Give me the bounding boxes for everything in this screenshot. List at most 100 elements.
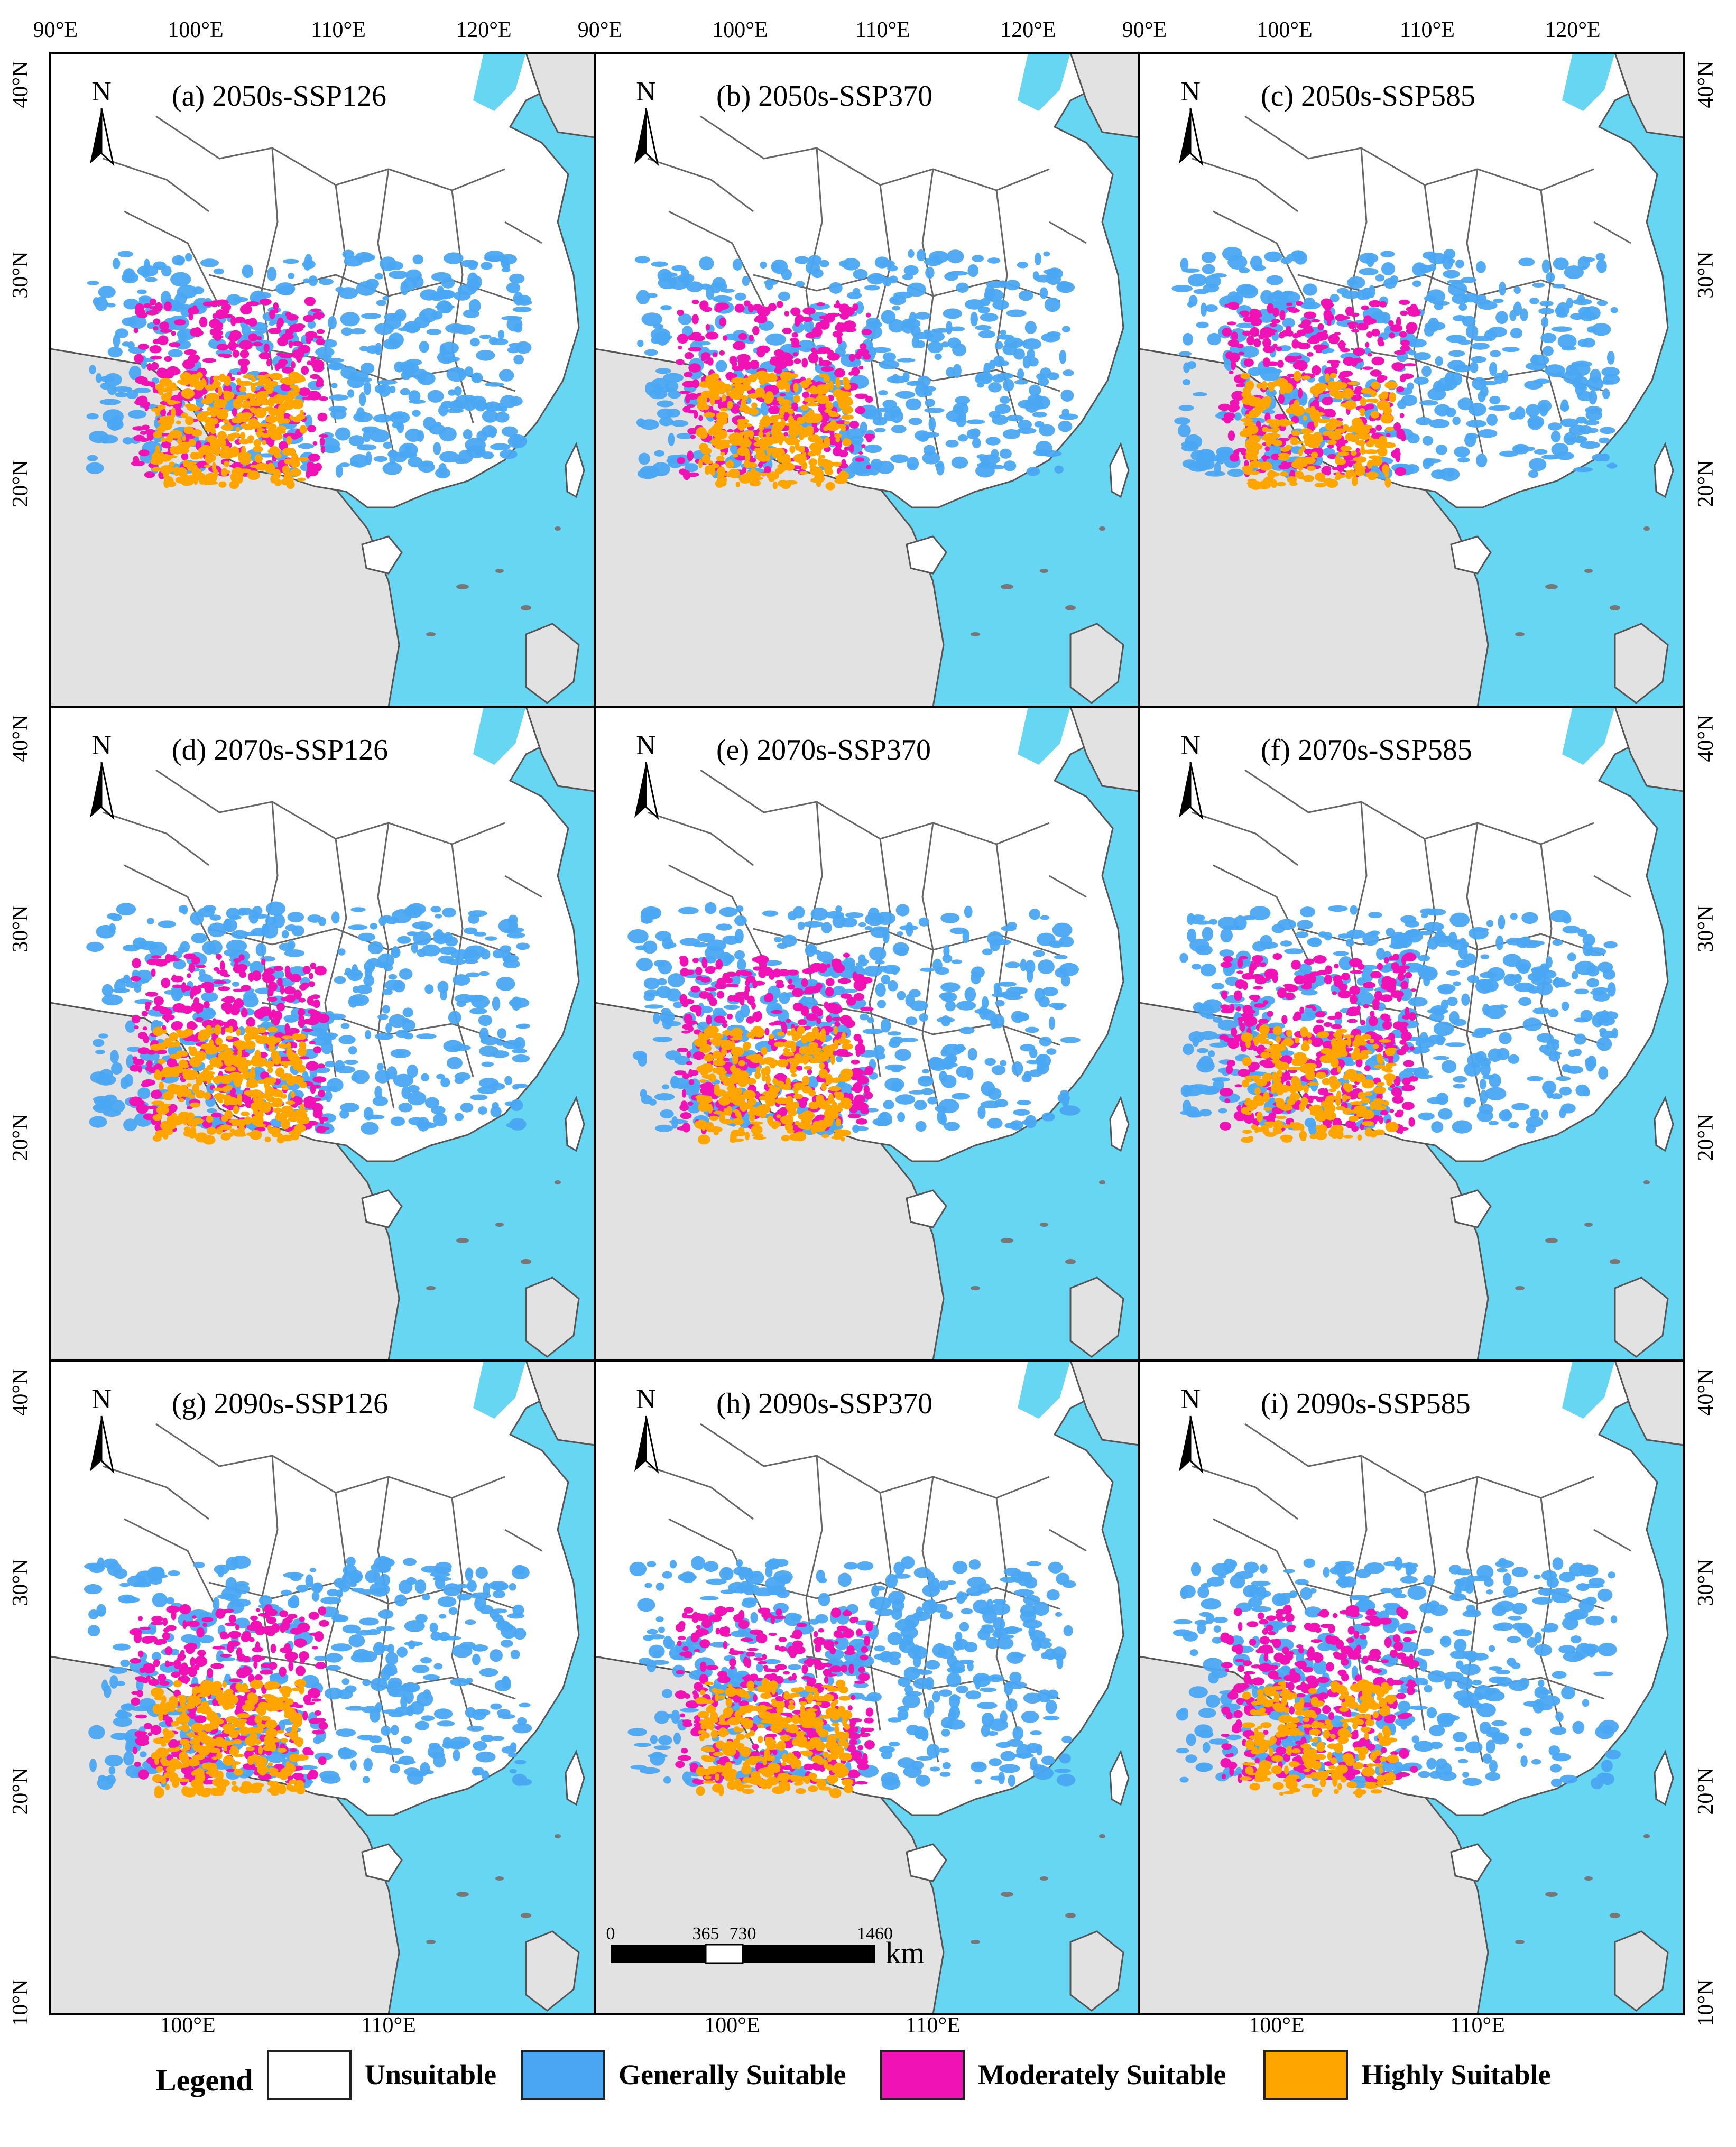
panel-label: (h) 2090s-SSP370 — [716, 1387, 932, 1420]
longitude-label-top: 110°E — [311, 18, 366, 42]
latitude-label-left: 40°N — [8, 61, 33, 108]
north-arrow-icon: N — [634, 730, 659, 820]
north-arrow-label: N — [636, 77, 656, 107]
suitability-raster — [86, 901, 531, 1145]
suitability-raster — [1171, 246, 1620, 490]
north-arrow-label: N — [636, 730, 656, 761]
legend-swatch-generally-suitable — [521, 2050, 605, 2100]
north-arrow-icon: N — [1179, 730, 1204, 820]
legend-title: Legend — [156, 2063, 253, 2097]
latitude-label-right: 20°N — [1694, 460, 1718, 507]
suitability-raster — [1172, 1556, 1621, 1798]
north-arrow-label: N — [1180, 730, 1201, 761]
latitude-label-right: 30°N — [1694, 251, 1718, 298]
map-panel: N (d) 2070s-SSP126 — [49, 706, 596, 1362]
legend-swatch-unsuitable — [267, 2050, 352, 2100]
longitude-label-top: 110°E — [1400, 18, 1455, 42]
longitude-label-bottom: 100°E — [160, 2013, 215, 2038]
longitude-label-top: 120°E — [456, 18, 511, 42]
north-arrow-icon: N — [634, 77, 659, 166]
latitude-label-right: 40°N — [1694, 61, 1718, 108]
north-arrow-icon: N — [1179, 77, 1204, 166]
suitability-raster — [627, 1556, 1076, 1799]
longitude-label-bottom: 100°E — [1249, 2013, 1304, 2038]
scale-bar-tick: 1460 — [857, 1924, 893, 1944]
longitude-label-top: 90°E — [578, 18, 622, 42]
north-arrow-label: N — [91, 730, 112, 761]
latitude-label-left: 30°N — [8, 251, 33, 298]
map-panel: N (e) 2070s-SSP370 — [594, 706, 1140, 1362]
north-arrow-icon: N — [90, 1384, 115, 1474]
north-arrow-icon: N — [634, 1384, 659, 1474]
north-arrow-label: N — [1180, 1384, 1201, 1414]
suitability-raster — [627, 902, 1081, 1145]
north-arrow-label: N — [91, 77, 112, 107]
map-panel: N (c) 2050s-SSP585 — [1138, 52, 1685, 708]
panel-label: (a) 2050s-SSP126 — [172, 80, 386, 113]
panel-label: (f) 2070s-SSP585 — [1261, 734, 1472, 766]
scale-bar-tick: 730 — [730, 1924, 756, 1944]
suitability-raster — [634, 249, 1078, 491]
legend: Legend Unsuitable Generally Suitable Mod… — [0, 2046, 1736, 2125]
latitude-label-right: 10°N — [1694, 1979, 1718, 2026]
longitude-label-top: 100°E — [168, 18, 223, 42]
latitude-label-right: 20°N — [1694, 1114, 1718, 1161]
map-panel: N (i) 2090s-SSP585 — [1138, 1359, 1685, 2015]
legend-swatch-highly-suitable — [1263, 2050, 1348, 2100]
panel-label: (d) 2070s-SSP126 — [172, 734, 388, 766]
latitude-label-right: 40°N — [1694, 715, 1718, 762]
north-arrow-icon: N — [90, 730, 115, 820]
legend-label-moderately-suitable: Moderately Suitable — [978, 2059, 1226, 2090]
suitability-raster — [84, 1555, 532, 1799]
longitude-label-top: 110°E — [855, 18, 910, 42]
suitability-raster — [1179, 905, 1619, 1143]
panel-label: (e) 2070s-SSP370 — [716, 734, 931, 766]
longitude-label-bottom: 110°E — [361, 2013, 416, 2038]
panel-label: (g) 2090s-SSP126 — [172, 1387, 388, 1420]
panel-label: (i) 2090s-SSP585 — [1261, 1387, 1471, 1420]
latitude-label-left: 30°N — [8, 1559, 33, 1606]
latitude-label-left: 20°N — [8, 1767, 33, 1815]
map-panel: N (f) 2070s-SSP585 — [1138, 706, 1685, 1362]
map-panel: N (h) 2090s-SSP370 — [594, 1359, 1140, 2015]
longitude-label-bottom: 110°E — [906, 2013, 961, 2038]
latitude-label-left: 40°N — [8, 1368, 33, 1415]
legend-label-highly-suitable: Highly Suitable — [1361, 2059, 1551, 2090]
longitude-label-top: 100°E — [1257, 18, 1312, 42]
panel-label: (b) 2050s-SSP370 — [716, 80, 932, 113]
scale-bar-tick: 0 — [606, 1924, 615, 1944]
scale-bar-tick: 365 — [692, 1924, 719, 1944]
longitude-label-top: 120°E — [1545, 18, 1600, 42]
latitude-label-right: 30°N — [1694, 905, 1718, 952]
suitability-raster — [86, 249, 532, 489]
longitude-label-bottom: 110°E — [1450, 2013, 1505, 2038]
north-arrow-icon: N — [1179, 1384, 1204, 1474]
latitude-label-right: 40°N — [1694, 1368, 1718, 1415]
north-arrow-label: N — [636, 1384, 656, 1414]
latitude-label-left: 20°N — [8, 460, 33, 507]
latitude-label-left: 20°N — [8, 1114, 33, 1161]
longitude-label-top: 90°E — [33, 18, 78, 42]
latitude-label-left: 30°N — [8, 905, 33, 952]
panel-label: (c) 2050s-SSP585 — [1261, 80, 1475, 113]
map-panel: N (g) 2090s-SSP126 — [49, 1359, 596, 2015]
suitability-map-figure: N (a) 2050s-SSP126 N (b) 2050s-SSP370 N (c) 2… — [8, 18, 1718, 2038]
north-arrow-label: N — [91, 1384, 112, 1414]
longitude-label-top: 100°E — [712, 18, 768, 42]
legend-label-generally-suitable: Generally Suitable — [618, 2059, 846, 2090]
latitude-label-left: 40°N — [8, 715, 33, 762]
longitude-label-bottom: 100°E — [704, 2013, 760, 2038]
latitude-label-right: 30°N — [1694, 1559, 1718, 1606]
legend-swatch-moderately-suitable — [880, 2050, 965, 2100]
latitude-label-right: 20°N — [1694, 1767, 1718, 1815]
map-panel: N (b) 2050s-SSP370 — [594, 52, 1140, 708]
north-arrow-label: N — [1180, 77, 1201, 107]
scale-bar-unit: km — [885, 1936, 925, 1970]
map-panel: N (a) 2050s-SSP126 — [49, 52, 596, 708]
longitude-label-top: 90°E — [1122, 18, 1167, 42]
longitude-label-top: 120°E — [1000, 18, 1056, 42]
latitude-label-left: 10°N — [8, 1979, 33, 2026]
legend-label-unsuitable: Unsuitable — [365, 2059, 497, 2090]
north-arrow-icon: N — [90, 77, 115, 166]
